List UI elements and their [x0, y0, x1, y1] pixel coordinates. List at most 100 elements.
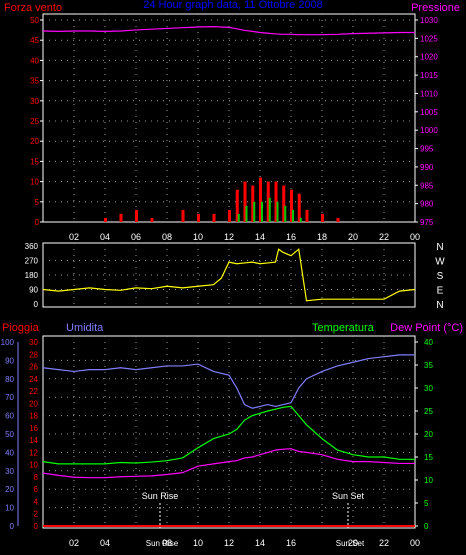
x-tick-label: 04	[100, 538, 110, 548]
y-tick-label-right: 1005	[420, 108, 438, 117]
x-tick-label: 16	[286, 538, 296, 548]
direction-compass-label: E	[437, 286, 444, 297]
direction-compass-label: S	[437, 271, 444, 282]
y-tick-label-right: 1000	[420, 126, 438, 135]
temperature-tick-label: 15	[424, 453, 433, 462]
rain-tick-label: 0	[34, 522, 39, 531]
gust-bar	[299, 217, 302, 222]
y-tick-label-right: 1025	[420, 34, 438, 43]
wind-bar	[251, 185, 255, 222]
direction-compass-label: N	[436, 242, 443, 253]
gust-bar	[268, 197, 271, 222]
wind-bar	[297, 193, 301, 222]
y-tick-label-left: 50	[30, 16, 39, 25]
dewpoint-axis-label: Dew Point (°C)	[390, 322, 463, 334]
humidity-tick-label: 0	[10, 522, 15, 531]
gust-bar	[284, 205, 287, 222]
y-tick-label-right: 1015	[420, 71, 438, 80]
pressure-line	[42, 26, 415, 36]
x-tick-label: 22	[379, 538, 389, 548]
y-tick-label-left: 20	[30, 137, 39, 146]
sunrise-annotation: Sun Rise	[142, 491, 179, 501]
humidity-tick-label: 50	[5, 430, 14, 439]
direction-tick-label: 180	[25, 271, 39, 280]
wind-bar	[305, 209, 309, 222]
y-tick-label-right: 1010	[420, 89, 438, 98]
wind-bar	[266, 181, 270, 222]
y-tick-label-left: 15	[30, 157, 39, 166]
temperature-tick-label: 10	[424, 476, 433, 485]
y-tick-label-left: 45	[30, 36, 39, 45]
y-tick-label-right: 990	[420, 163, 434, 172]
x-tick-label: 00	[410, 232, 420, 242]
y-tick-label-left: 35	[30, 77, 39, 86]
temperature-tick-label: 5	[424, 499, 429, 508]
y-tick-label-right: 1030	[420, 16, 438, 25]
gust-bar	[237, 213, 240, 222]
y-tick-label-left: 40	[30, 56, 39, 65]
gust-bar	[292, 209, 294, 222]
x-tick-label: 00	[410, 538, 420, 548]
x-tick-label: 16	[286, 232, 296, 242]
wind-bar	[197, 213, 200, 222]
direction-compass-label: N	[436, 300, 443, 311]
pressure-axis-label: Pressione	[411, 2, 460, 14]
y-tick-label-right: 995	[420, 145, 434, 154]
sunset-annotation: Sun Set	[332, 491, 365, 501]
x-tick-label: 14	[255, 232, 265, 242]
y-tick-label-right: 985	[420, 181, 434, 190]
y-tick-label-right: 980	[420, 200, 434, 209]
humidity-line	[42, 354, 415, 409]
rain-tick-label: 6	[34, 485, 39, 494]
direction-tick-label: 90	[29, 286, 38, 295]
temperature-tick-label: 0	[424, 522, 429, 531]
sunrise-axis-label: Sun Rise	[146, 539, 179, 548]
x-tick-label: 04	[100, 232, 110, 242]
rain-tick-label: 30	[29, 338, 38, 347]
rain-tick-label: 4	[34, 497, 39, 506]
gust-bar	[276, 201, 279, 222]
x-tick-label: 10	[193, 538, 203, 548]
humidity-tick-label: 90	[5, 356, 14, 365]
x-tick-label: 02	[69, 538, 79, 548]
rain-tick-label: 8	[34, 473, 39, 482]
rain-tick-label: 12	[29, 448, 38, 457]
rain-tick-label: 28	[29, 350, 38, 359]
y-tick-label-right: 1020	[420, 53, 438, 62]
x-tick-label: 20	[348, 538, 358, 548]
x-tick-label: 02	[69, 232, 79, 242]
x-tick-label: 12	[224, 232, 234, 242]
direction-line	[42, 248, 416, 302]
rain-tick-label: 22	[29, 387, 38, 396]
temperature-tick-label: 30	[424, 384, 433, 393]
x-tick-label: 20	[348, 232, 358, 242]
wind-axis-label: Forza vento	[4, 2, 62, 14]
rain-tick-label: 14	[29, 436, 38, 445]
temperature-line	[42, 405, 415, 465]
humidity-axis-label: Umidita	[66, 322, 104, 334]
rain-tick-label: 2	[34, 510, 39, 519]
wind-bar	[243, 181, 247, 222]
gust-bar	[245, 205, 248, 222]
wind-bar	[336, 217, 340, 222]
chart-title: 24 Hour graph data, 11 Ottobre 2008	[143, 0, 323, 11]
dewpoint-line	[42, 448, 415, 479]
wind-bar	[274, 181, 278, 222]
y-tick-label-left: 5	[35, 198, 40, 207]
x-tick-label: 22	[379, 232, 389, 242]
x-tick-label: 18	[317, 232, 327, 242]
wind-bar	[282, 185, 286, 222]
x-tick-label: 08	[162, 538, 172, 548]
direction-tick-label: 360	[25, 242, 39, 251]
temperature-tick-label: 35	[424, 361, 433, 370]
wind-bar	[119, 213, 123, 222]
y-tick-label-left: 0	[35, 218, 40, 227]
rain-axis-label: Pioggia	[2, 322, 40, 334]
humidity-tick-label: 60	[5, 412, 14, 421]
direction-tick-label: 0	[34, 300, 39, 309]
wind-bar	[181, 209, 185, 222]
wind-bar	[212, 213, 216, 222]
